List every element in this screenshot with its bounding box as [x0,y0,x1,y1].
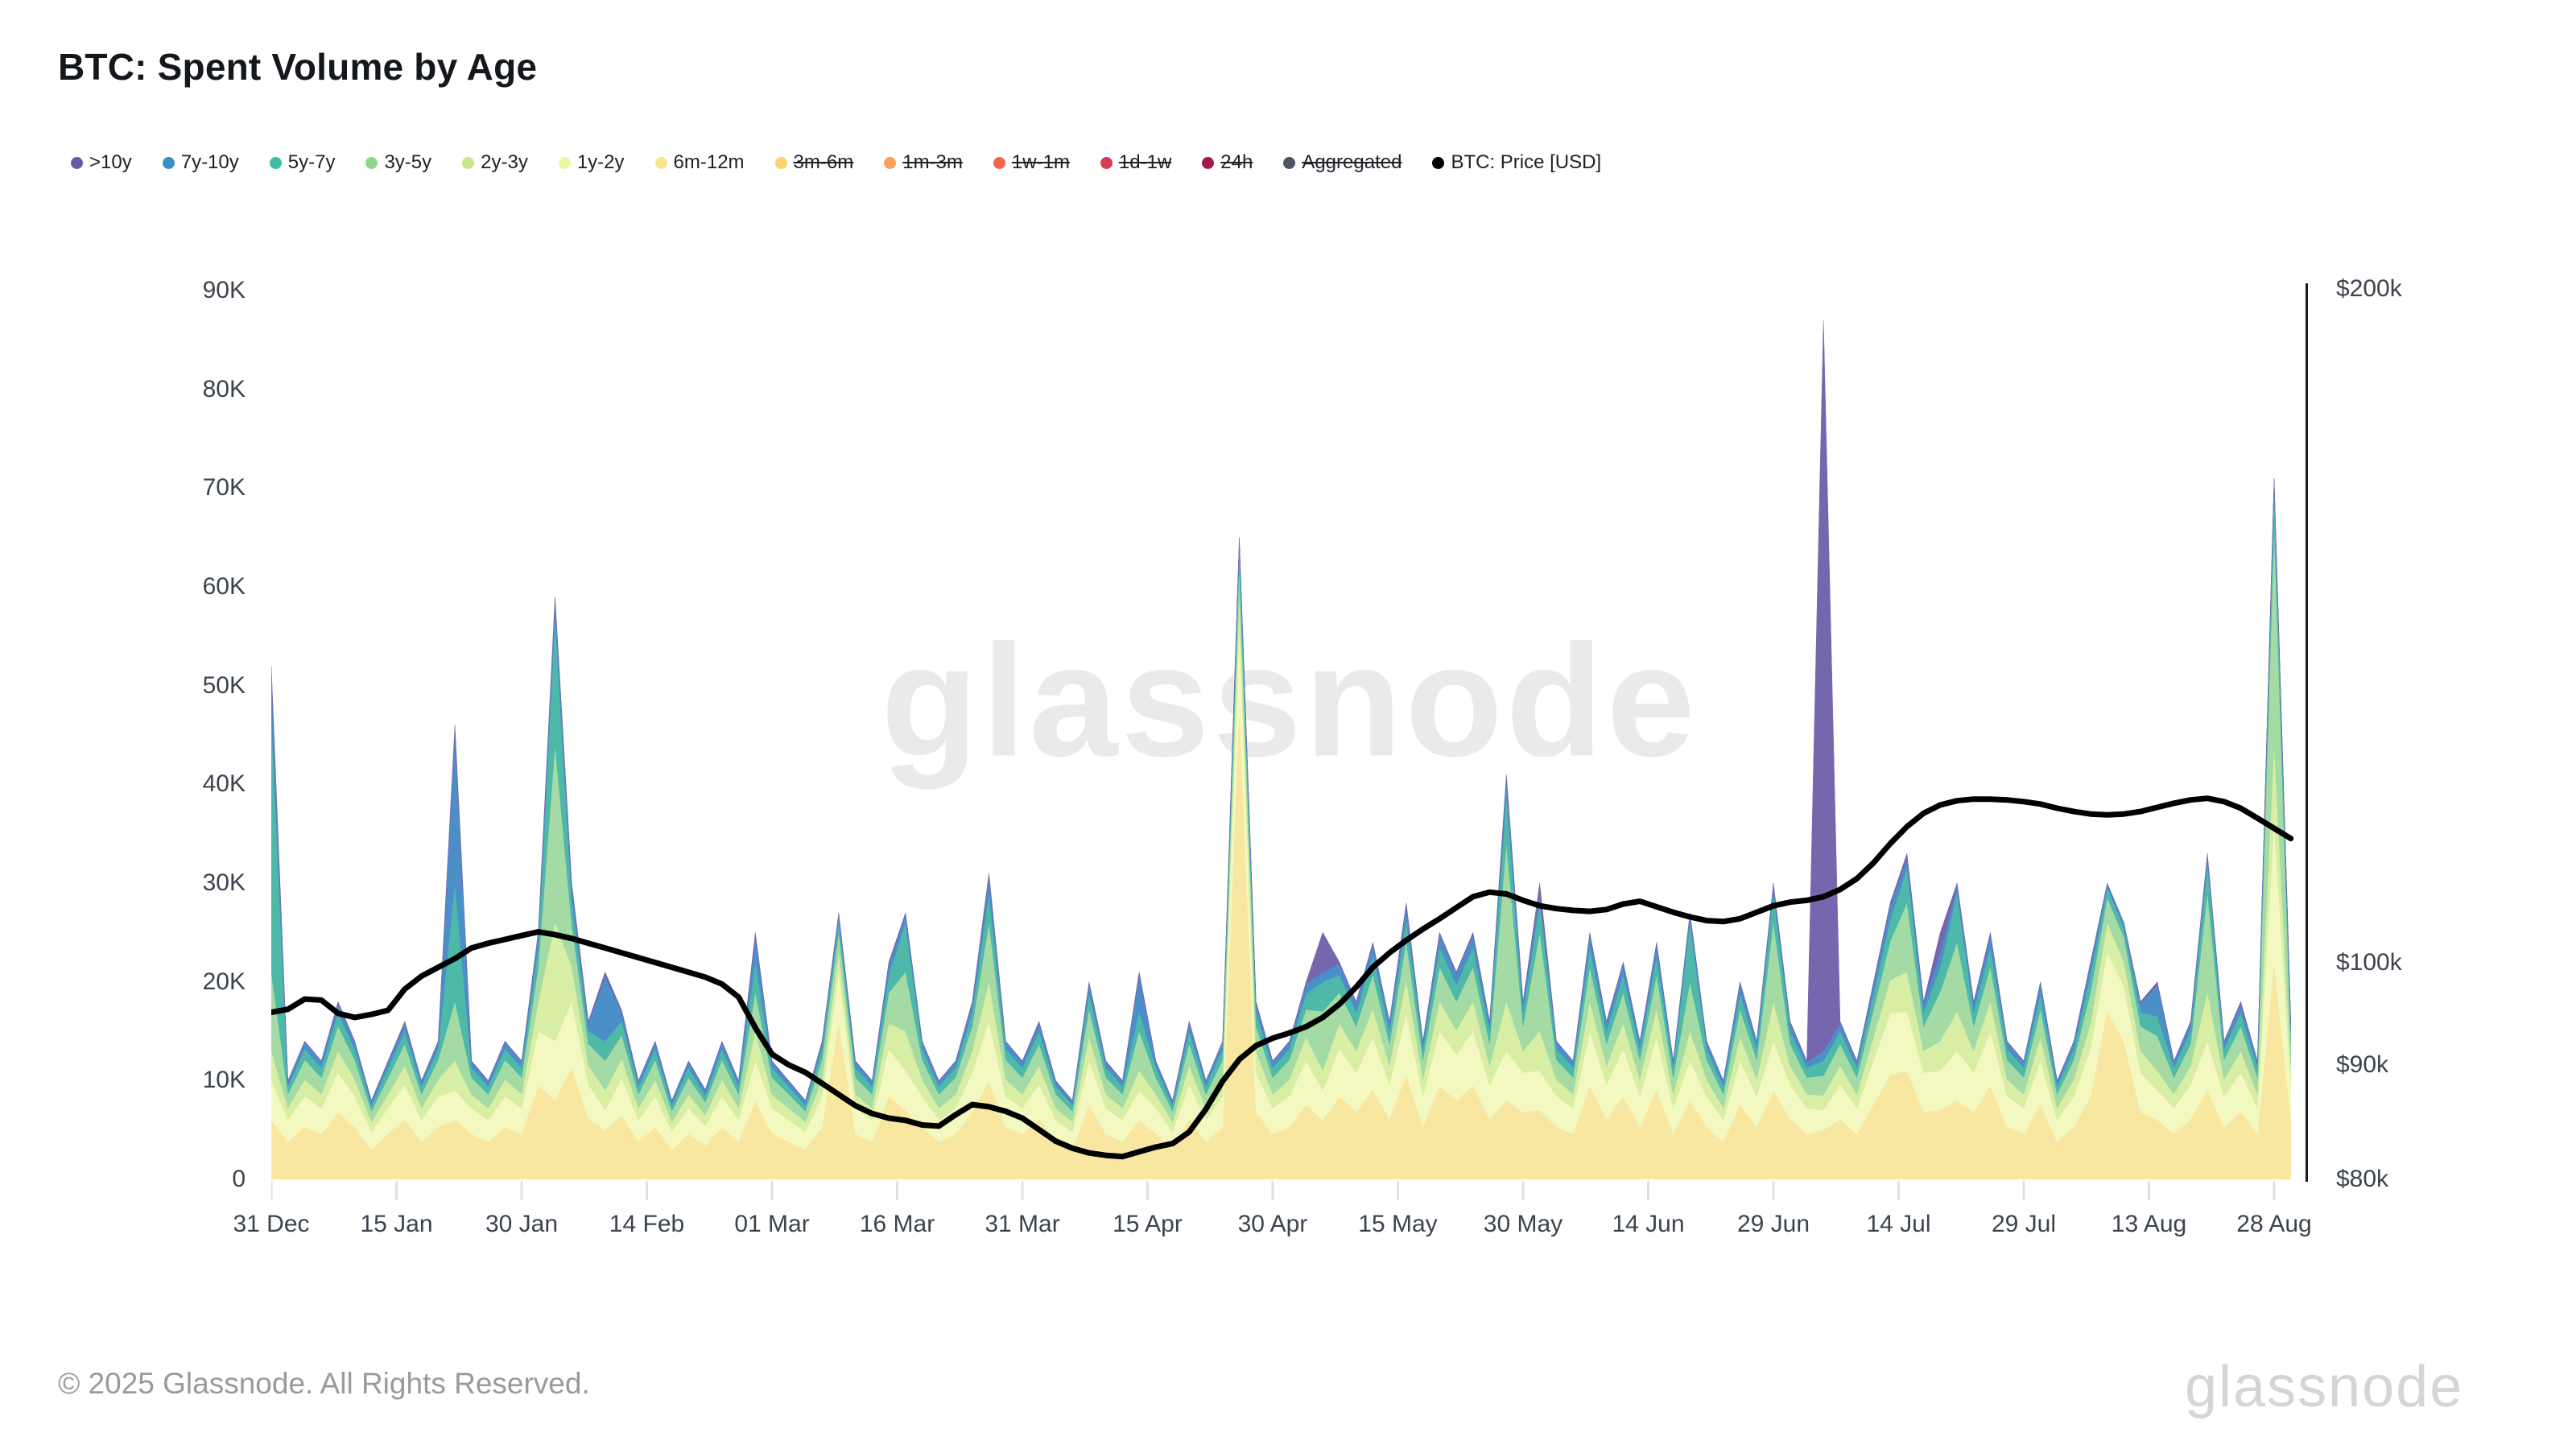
legend-item-label: >10y [89,151,132,173]
y-right-tick-label: $200k [2336,275,2402,302]
legend-dot-icon [162,156,175,169]
x-tick-label: 01 Mar [734,1211,810,1237]
legend-dot-icon [365,156,378,169]
y-left-tick-label: 60K [202,572,246,600]
legend-item-6m-12m[interactable]: 6m-12m [654,151,745,174]
y-left-tick-label: 90K [202,276,246,303]
x-tick-label: 29 Jun [1736,1211,1810,1237]
legend-item-1w-1m[interactable]: 1w-1m [993,151,1070,174]
footer-copyright: © 2025 Glassnode. All Rights Reserved. [58,1367,590,1400]
y-right-tick-label: $90k [2336,1051,2389,1078]
legend-item-label: Aggregated [1302,151,1402,173]
y-left-tick-label: 40K [202,770,246,798]
legend-item-2y-3y[interactable]: 2y-3y [462,151,528,174]
legend-item-label: 1y-2y [576,151,625,173]
legend-item-btc-price-usd-[interactable]: BTC: Price [USD] [1432,151,1601,174]
plot-area[interactable] [271,290,2308,1210]
legend-item-3y-5y[interactable]: 3y-5y [365,151,431,174]
legend-item-label: 2y-3y [481,151,528,173]
x-tick-label: 15 Jan [360,1211,433,1237]
x-tick-label: 15 May [1358,1211,1438,1237]
legend: >10y 7y-10y 5y-7y 3y-5y 2y-3y 1y-2y 6m-12m 3m-6… [71,151,1601,174]
legend-dot-icon [1283,156,1296,169]
legend-item-3m-6m[interactable]: 3m-6m [774,151,854,174]
y-left-tick-label: 50K [202,671,246,699]
y-right-tick-label: $80k [2336,1166,2389,1192]
x-tick-label: 13 Aug [2111,1211,2187,1237]
legend-item-label: 1m-3m [902,151,963,173]
legend-dot-icon [462,156,475,169]
x-tick-label: 31 Mar [985,1211,1060,1237]
legend-item-1d-1w[interactable]: 1d-1w [1100,151,1171,174]
legend-dot-icon [558,156,571,169]
y-left-tick-label: 80K [202,375,246,402]
legend-item-24h[interactable]: 24h [1202,151,1253,174]
legend-item-1m-3m[interactable]: 1m-3m [884,151,963,174]
y-right-tick-label: $100k [2336,948,2402,976]
legend-item-label: 1d-1w [1118,151,1172,173]
legend-item-label: 7y-10y [180,151,239,173]
x-tick-label: 14 Jul [1866,1211,1931,1237]
legend-item-1y-2y[interactable]: 1y-2y [558,151,625,174]
page-title: BTC: Spent Volume by Age [58,46,538,88]
x-tick-label: 30 Apr [1237,1211,1308,1237]
y-left-tick-label: 0 [232,1166,246,1192]
legend-dot-icon [774,156,787,169]
x-tick-label: 30 Jan [485,1211,559,1237]
y-left-tick-label: 10K [202,1067,246,1094]
x-tick-label: 29 Jul [1991,1211,2057,1237]
x-tick-label: 30 May [1483,1211,1563,1237]
x-tick-label: 15 Apr [1113,1211,1183,1237]
legend-item-label: 3y-5y [384,151,432,173]
legend-item-label: BTC: Price [USD] [1451,151,1602,173]
legend-dot-icon [993,156,1005,169]
legend-dot-icon [1202,156,1215,169]
legend-dot-icon [654,156,667,169]
x-tick-label: 16 Mar [859,1211,935,1237]
x-tick-label: 28 Aug [2236,1211,2312,1237]
y-left-tick-label: 30K [202,869,246,896]
legend-item-7y-10y[interactable]: 7y-10y [162,151,239,174]
x-tick-label: 31 Dec [233,1211,310,1237]
legend-dot-icon [71,156,83,169]
legend-item-label: 6m-12m [673,151,745,173]
legend-item-label: 24h [1220,151,1253,173]
area-series--10y [271,320,2291,1102]
legend-item-label: 1w-1m [1011,151,1070,173]
legend-item-label: 3m-6m [793,151,854,173]
legend-item-label: 5y-7y [287,151,336,173]
right-axis-line [2306,283,2308,1182]
legend-dot-icon [1432,156,1445,169]
y-left-tick-label: 70K [202,474,246,502]
x-tick-label: 14 Jun [1612,1211,1685,1237]
legend-dot-icon [1100,156,1113,169]
legend-item--10y[interactable]: >10y [71,151,132,174]
y-left-tick-label: 20K [202,968,246,995]
btc-price-line [271,795,2294,1160]
glassnode-logo: glassnode [2185,1355,2464,1419]
x-tick-label: 14 Feb [609,1211,685,1237]
legend-item-aggregated[interactable]: Aggregated [1283,151,1402,174]
glassnode-watermark: glassnode [881,611,1699,790]
legend-dot-icon [884,156,897,169]
legend-dot-icon [269,156,282,169]
legend-item-5y-7y[interactable]: 5y-7y [269,151,336,174]
